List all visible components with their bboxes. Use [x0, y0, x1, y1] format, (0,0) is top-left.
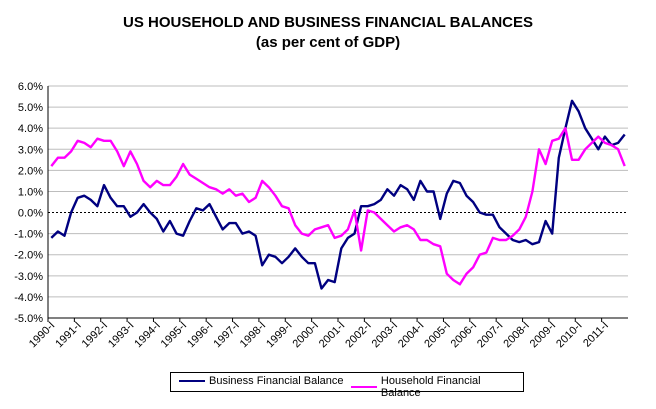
household-balance-line — [50, 126, 626, 286]
x-tick-label: 2010-I — [554, 320, 585, 351]
chart-title: US HOUSEHOLD AND BUSINESS FINANCIAL BALA… — [122, 14, 534, 31]
chart-legend: Business Financial Balance Household Fin… — [170, 372, 524, 399]
y-tick-label: -1.0% — [14, 229, 43, 241]
y-tick-label: -5.0% — [14, 313, 43, 325]
business-balance-line — [50, 99, 626, 290]
y-tick-label: 3.0% — [18, 144, 43, 156]
y-tick-label: 2.0% — [18, 165, 43, 177]
legend-label-business: Business Financial Balance — [209, 375, 344, 387]
x-tick-label: 2011-I — [581, 320, 611, 350]
y-tick-label: -4.0% — [14, 292, 43, 304]
x-tick-label: 1994-I — [132, 320, 163, 351]
y-tick-label: 1.0% — [18, 186, 43, 198]
x-tick-label: 1997-I — [211, 320, 242, 351]
x-tick-label: 1993-I — [106, 320, 137, 351]
legend-item-business: Business Financial Balance — [179, 375, 344, 387]
chart-subtitle: (as per cent of GDP) — [255, 34, 401, 51]
legend-label-household: Household Financial Balance — [380, 375, 481, 399]
x-tick-label: 2001-I — [317, 320, 348, 351]
x-tick-label: 2008-I — [501, 320, 532, 351]
x-tick-label: 2005-I — [422, 320, 453, 351]
x-tick-label: 2006-I — [449, 320, 480, 351]
x-tick-label: 2009-I — [528, 320, 559, 351]
x-tick-label: 1999-I — [264, 320, 295, 351]
legend-swatch-business — [179, 380, 205, 382]
y-tick-label: -3.0% — [14, 271, 43, 283]
y-tick-label: 6.0% — [18, 81, 43, 93]
x-tick-label: 2000-I — [291, 320, 322, 351]
x-tick-label: 1998-I — [238, 320, 269, 351]
x-tick-label: 2003-I — [370, 320, 401, 351]
y-tick-label: 5.0% — [18, 102, 43, 114]
y-tick-label: 4.0% — [18, 123, 43, 135]
y-tick-label: -2.0% — [14, 250, 43, 262]
x-tick-label: 2007-I — [475, 320, 506, 351]
x-tick-label: 1992-I — [80, 320, 111, 351]
x-tick-label: 1991-I — [53, 320, 84, 351]
x-tick-label: 2002-I — [343, 320, 374, 351]
x-tick-label: 1995-I — [159, 320, 190, 351]
x-tick-label: 1996-I — [185, 320, 216, 351]
x-tick-label: 2004-I — [396, 320, 427, 351]
legend-swatch-household — [351, 386, 377, 388]
legend-item-household: Household Financial Balance — [351, 375, 523, 399]
y-tick-label: 0.0% — [18, 208, 43, 220]
